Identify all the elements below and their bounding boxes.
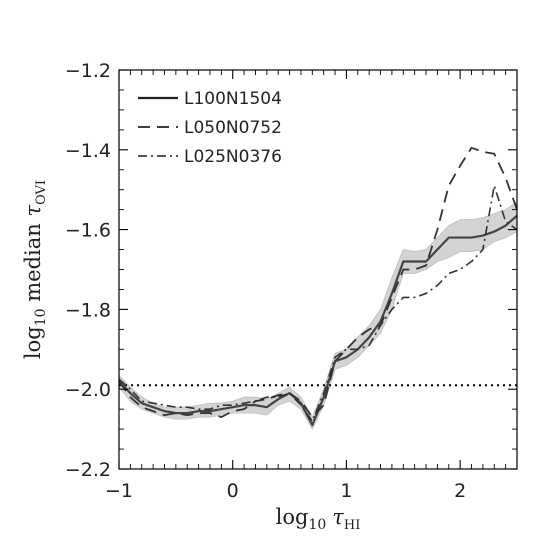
y-axis-label-sub: 10: [33, 308, 49, 326]
x-axis-label-prefix: log: [276, 505, 309, 529]
y-tick-label: −1.2: [65, 60, 111, 82]
y-tick-label: −2.2: [65, 459, 111, 481]
x-tick-label: 1: [340, 480, 352, 502]
y-axis-label-mid: median: [21, 217, 45, 309]
legend-label-l050n0752: L050N0752: [184, 118, 282, 138]
x-axis-label: log10 τHI: [276, 505, 361, 533]
series-line-l050n0752: [118, 146, 518, 419]
x-tick-label: 2: [454, 480, 466, 502]
confidence-band: [118, 200, 518, 430]
series-layer: [118, 146, 518, 427]
y-axis-label: log10 median τOVI: [21, 180, 49, 359]
y-axis-label-var: τ: [21, 205, 45, 217]
x-tick-label: 0: [227, 480, 239, 502]
y-tick-label: −1.4: [65, 140, 111, 162]
x-axis-label-varsub: HI: [344, 518, 360, 533]
legend-label-l025n0376: L025N0376: [184, 147, 282, 167]
legend-label-l100n1504: L100N1504: [184, 89, 282, 109]
y-axis-label-prefix: log: [21, 326, 45, 359]
y-axis-label-varsub: OVI: [34, 180, 49, 205]
y-tick-label: −2.0: [65, 379, 111, 401]
x-axis-label-sub: 10: [308, 517, 326, 533]
x-axis-label-var: τ: [332, 505, 344, 529]
confidence-band-layer: [118, 200, 518, 430]
ticks-layer: −1 0 1 2 −2.2 −2.0 −1.8 −1.6 −1.4 −1.2: [65, 60, 518, 502]
series-line-l025n0376: [118, 184, 518, 422]
y-tick-label: −1.6: [65, 220, 111, 242]
x-tick-label: −1: [105, 480, 133, 502]
legend: L100N1504 L050N0752 L025N0376: [138, 89, 282, 167]
y-tick-label: −1.8: [65, 299, 111, 321]
